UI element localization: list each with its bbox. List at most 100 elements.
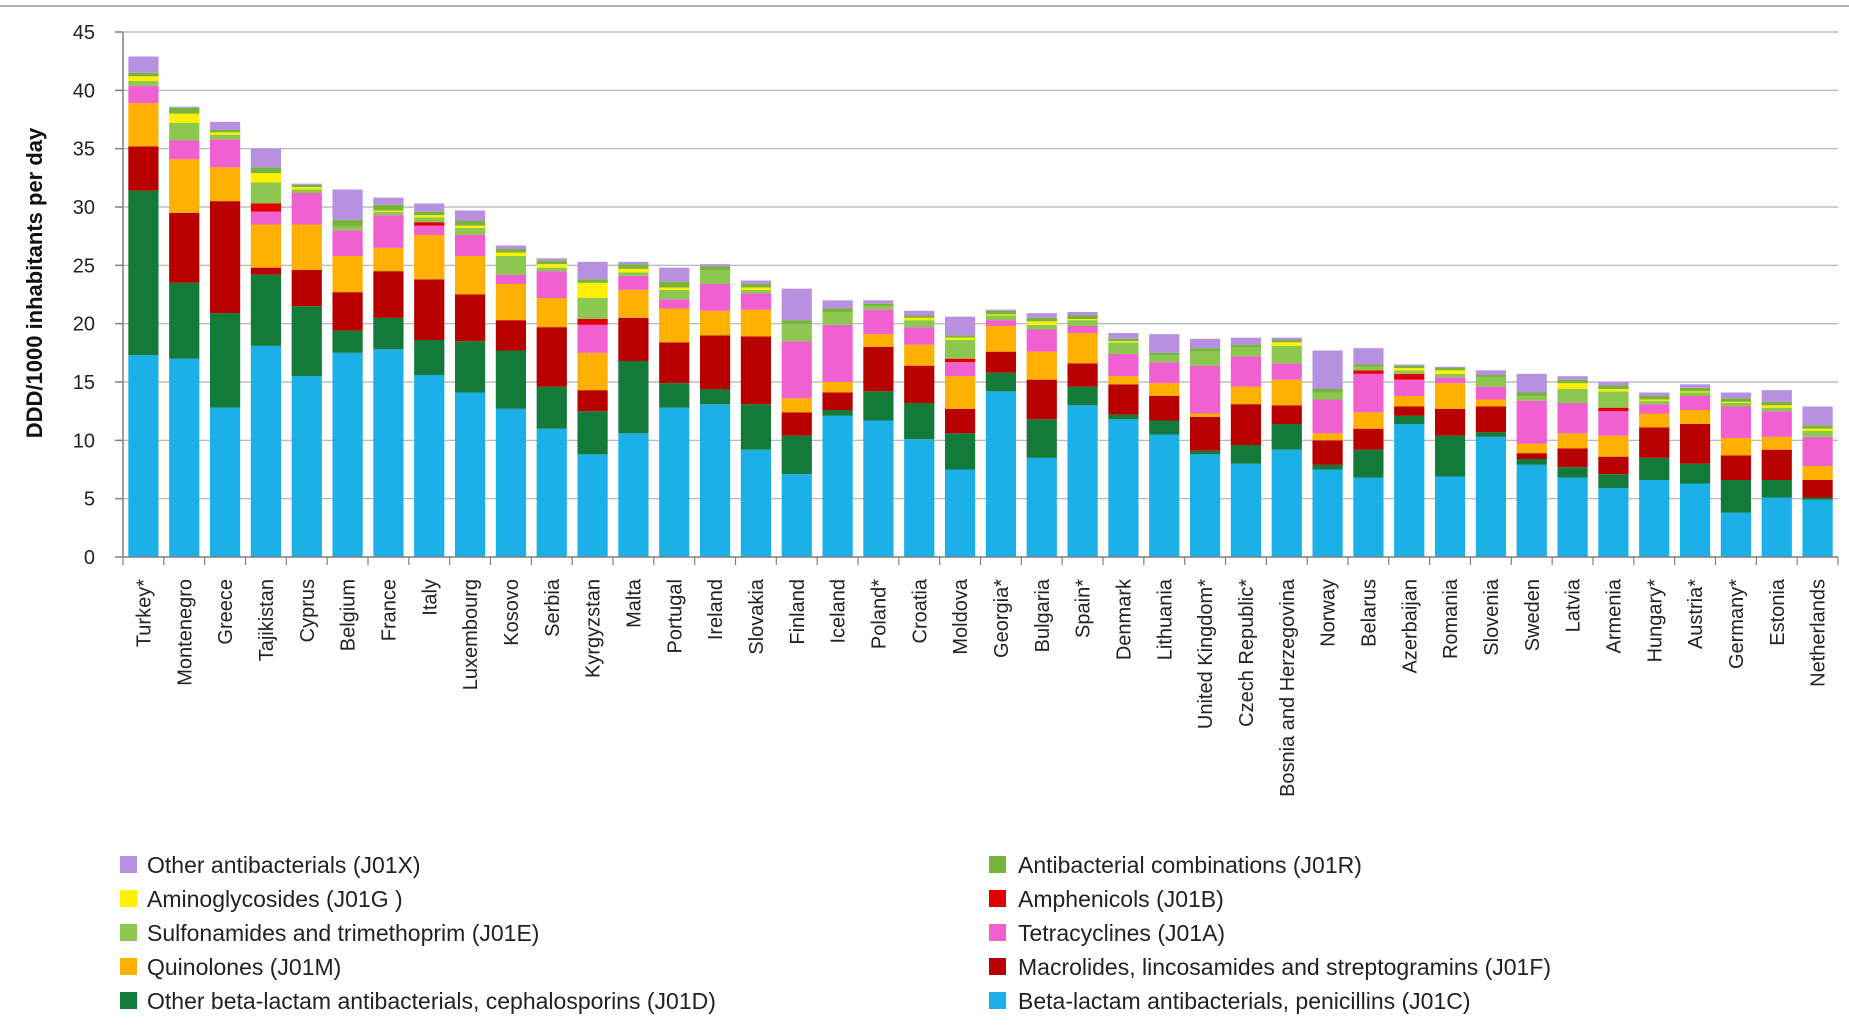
bar-segment bbox=[414, 235, 445, 280]
bar-segment bbox=[699, 310, 731, 336]
bar-segment bbox=[1761, 436, 1792, 450]
bar-segment bbox=[659, 308, 690, 343]
bar-segment bbox=[822, 300, 853, 309]
bar-segment bbox=[454, 235, 486, 256]
bar-segment bbox=[169, 159, 200, 213]
bar-segment bbox=[1026, 324, 1057, 330]
bar-segment bbox=[659, 383, 690, 408]
legend-label: Amphenicols (J01B) bbox=[1018, 886, 1224, 912]
bar-segment bbox=[454, 221, 486, 226]
bar-segment bbox=[618, 268, 649, 273]
y-tick-label: 40 bbox=[73, 80, 95, 102]
bar-segment bbox=[904, 344, 935, 366]
bar-segment bbox=[1149, 352, 1180, 356]
bar-segment bbox=[250, 211, 282, 225]
category-label: Croatia bbox=[909, 578, 931, 643]
bar-segment bbox=[699, 335, 731, 389]
bar-segment bbox=[373, 197, 404, 205]
bar-segment bbox=[1639, 404, 1670, 414]
bar-segment bbox=[1557, 433, 1588, 449]
category-label: United Kingdom* bbox=[1195, 579, 1217, 729]
bar-segment bbox=[944, 337, 976, 340]
bar-segment bbox=[169, 107, 200, 114]
category-label: Malta bbox=[623, 578, 645, 628]
bar-segment bbox=[659, 267, 690, 282]
bar-segment bbox=[1761, 405, 1792, 408]
bar-segment bbox=[1149, 420, 1180, 435]
bar-segment bbox=[1353, 412, 1384, 429]
category-label: Slovakia bbox=[746, 578, 768, 654]
bar-segment bbox=[454, 294, 486, 342]
y-tick-label: 25 bbox=[73, 255, 95, 277]
bar-segment bbox=[944, 469, 976, 557]
category-label: Denmark bbox=[1113, 578, 1135, 660]
bar-segment bbox=[1026, 329, 1057, 352]
bar-segment bbox=[495, 256, 527, 275]
bar-segment bbox=[577, 352, 608, 391]
bar-segment bbox=[209, 313, 241, 408]
bar-segment bbox=[1149, 334, 1180, 353]
bar-segment bbox=[944, 433, 976, 470]
bar-segment bbox=[1516, 392, 1547, 396]
category-label: Norway bbox=[1318, 579, 1340, 647]
bar-segment bbox=[495, 245, 527, 249]
bar-segment bbox=[740, 309, 772, 337]
bar-segment bbox=[128, 355, 159, 557]
bar-segment bbox=[169, 123, 200, 141]
bar-segment bbox=[1230, 347, 1262, 357]
bar-segment bbox=[169, 113, 200, 123]
bar-segment bbox=[1067, 405, 1098, 557]
bar-segment bbox=[1394, 379, 1425, 396]
bar-segment bbox=[985, 326, 1017, 352]
category-label: Poland* bbox=[868, 579, 890, 649]
bar-segment bbox=[414, 215, 445, 218]
bar-segment bbox=[1026, 317, 1057, 322]
bar-segment bbox=[618, 361, 649, 434]
bar-segment bbox=[1026, 379, 1057, 420]
bar-segment bbox=[1557, 376, 1588, 380]
legend-label: Quinolones (J01M) bbox=[147, 954, 341, 980]
legend-swatch bbox=[120, 856, 137, 873]
bar-segment bbox=[495, 320, 527, 351]
bar-segment bbox=[1475, 386, 1507, 400]
bar-segment bbox=[1720, 401, 1752, 403]
bar-segment bbox=[1434, 368, 1466, 371]
bar-segment bbox=[1598, 474, 1629, 489]
y-tick-label: 5 bbox=[84, 489, 95, 511]
bar-segment bbox=[536, 298, 567, 328]
bar-segment bbox=[1598, 391, 1629, 408]
bar-segment bbox=[1516, 453, 1547, 459]
bar-segment bbox=[863, 347, 894, 392]
bar-segment bbox=[169, 358, 200, 557]
bar-segment bbox=[454, 256, 486, 295]
category-label: Finland bbox=[787, 579, 809, 645]
bar-segment bbox=[781, 288, 812, 321]
legend-swatch bbox=[120, 890, 137, 907]
legend-swatch bbox=[120, 958, 137, 975]
y-tick-label: 10 bbox=[73, 430, 95, 452]
bar-segment bbox=[1149, 362, 1180, 384]
bar-segment bbox=[1802, 466, 1833, 480]
y-tick-label: 15 bbox=[73, 372, 95, 394]
bar-segment bbox=[863, 309, 894, 335]
bar-segment bbox=[1598, 488, 1629, 557]
bar-segment bbox=[577, 282, 608, 298]
bar-segment bbox=[904, 315, 935, 318]
bar-segment bbox=[863, 334, 894, 347]
bar-segment bbox=[944, 358, 976, 363]
bar-segment bbox=[495, 249, 527, 253]
bar-segment bbox=[1802, 499, 1833, 557]
bar-segment bbox=[1353, 449, 1384, 478]
bar-segment bbox=[209, 132, 241, 135]
category-label: Moldova bbox=[950, 578, 972, 654]
bar-segment bbox=[822, 382, 853, 393]
legend-label: Tetracyclines (J01A) bbox=[1018, 920, 1225, 946]
bar-segment bbox=[1802, 406, 1833, 426]
bar-segment bbox=[1108, 419, 1139, 557]
bar-segment bbox=[1189, 365, 1221, 414]
bar-segment bbox=[495, 284, 527, 321]
bar-segment bbox=[1271, 340, 1302, 343]
bar-segment bbox=[1353, 348, 1384, 365]
bar-segment bbox=[1802, 431, 1833, 437]
